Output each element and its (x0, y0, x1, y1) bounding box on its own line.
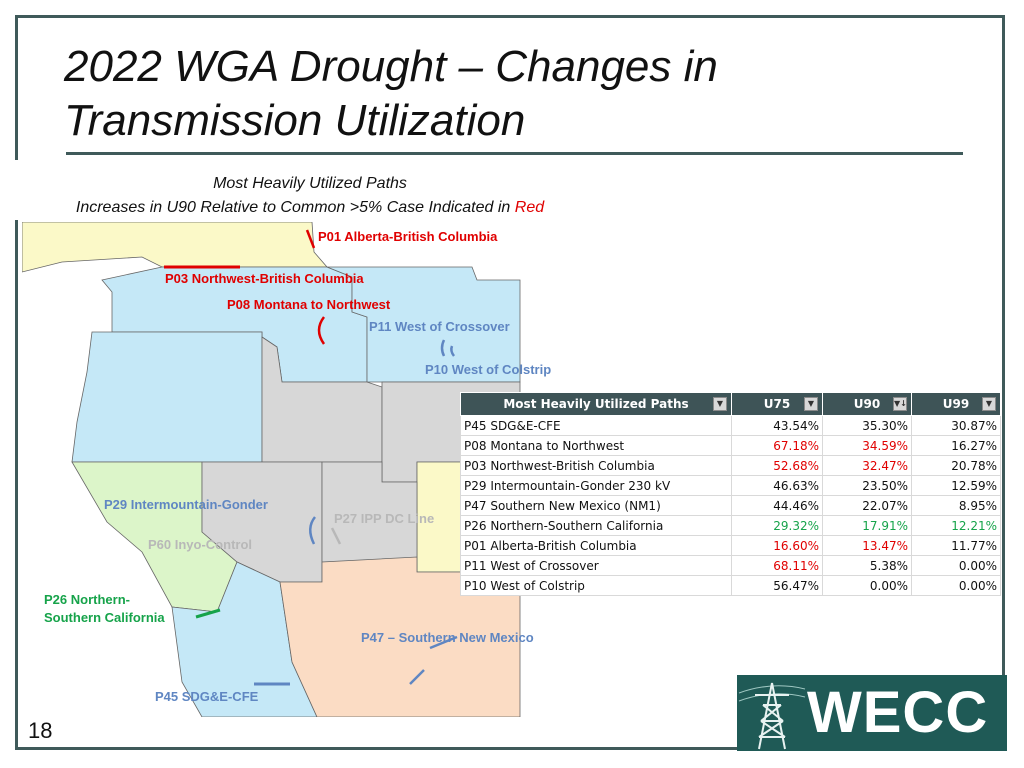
filter-dropdown-icon[interactable]: ▼ (982, 397, 996, 411)
sort-descending-icon[interactable]: ▼↓ (893, 397, 907, 411)
frame-gap (10, 160, 22, 220)
p47-path-line-1 (429, 635, 458, 650)
label-p26-line-2: Southern California (44, 610, 165, 625)
table-row: P26 Northern-Southern California 29.32% 17… (460, 515, 1001, 536)
table-header-row: Most Heavily Utilized Paths ▼ U75 ▼ U90 ▼↓ … (460, 392, 1001, 416)
label-p11: P11 West of Crossover (369, 319, 510, 334)
table-row: P03 Northwest-British Columbia 52.68% 32.4… (460, 455, 1001, 476)
header-u75: U75 ▼ (731, 392, 823, 416)
cell-u75: 29.32% (731, 515, 823, 536)
map-region-oregon (71, 331, 263, 463)
title-divider (66, 152, 963, 155)
cell-u75: 46.63% (731, 475, 823, 496)
header-u90: U90 ▼↓ (822, 392, 912, 416)
p29-path-line (309, 516, 317, 545)
cell-path: P47 Southern New Mexico (NM1) (460, 495, 732, 516)
transmission-tower-icon (738, 682, 806, 750)
cell-u75: 68.11% (731, 555, 823, 576)
subtitle-line-2-text: Increases in U90 Relative to Common >5% … (75, 199, 515, 216)
cell-u75: 52.68% (731, 455, 823, 476)
cell-u75: 16.60% (731, 535, 823, 556)
cell-u90: 32.47% (822, 455, 912, 476)
subtitle-line-2: Increases in U90 Relative to Common >5% … (0, 196, 620, 220)
cell-u90: 35.30% (822, 415, 912, 436)
cell-u90: 17.91% (822, 515, 912, 536)
cell-path: P11 West of Crossover (460, 555, 732, 576)
p47-path-line-2 (409, 669, 425, 685)
p11-path-line (440, 339, 456, 357)
cell-u99: 11.77% (911, 535, 1001, 556)
wecc-logo-text: WECC (807, 680, 989, 745)
slide-title: 2022 WGA Drought – Changes in Transmissi… (64, 42, 718, 145)
p01-path-line (305, 229, 316, 249)
label-p26: P26 Northern- Southern California (44, 591, 165, 627)
cell-path: P10 West of Colstrip (460, 575, 732, 596)
cell-u90: 0.00% (822, 575, 912, 596)
cell-u90: 34.59% (822, 435, 912, 456)
table-row: P10 West of Colstrip 56.47% 0.00% 0.00% (460, 575, 1001, 596)
cell-path: P03 Northwest-British Columbia (460, 455, 732, 476)
table-row: P45 SDG&E-CFE 43.54% 35.30% 30.87% (460, 415, 1001, 436)
p08-path-line (317, 316, 326, 345)
cell-u99: 0.00% (911, 555, 1001, 576)
cell-path: P26 Northern-Southern California (460, 515, 732, 536)
subtitle-line-1: Most Heavily Utilized Paths (213, 175, 407, 192)
label-p03: P03 Northwest-British Columbia (165, 271, 364, 286)
cell-path: P08 Montana to Northwest (460, 435, 732, 456)
label-p27: P27 IPP DC Line (334, 511, 435, 526)
table-row: P11 West of Crossover 68.11% 5.38% 0.00% (460, 555, 1001, 576)
filter-dropdown-icon[interactable]: ▼ (713, 397, 727, 411)
label-p29: P29 Intermountain-Gonder (104, 497, 268, 512)
slide-number: 18 (28, 718, 53, 743)
cell-path: P29 Intermountain-Gonder 230 kV (460, 475, 732, 496)
header-u99: U99 ▼ (911, 392, 1001, 416)
label-p26-line-1: P26 Northern- (44, 592, 130, 607)
cell-path: P45 SDG&E-CFE (460, 415, 732, 436)
header-u75-label: U75 (763, 397, 791, 411)
cell-u99: 20.78% (911, 455, 1001, 476)
map-subtitle: Most Heavily Utilized Paths Increases in… (0, 172, 620, 220)
utilization-table: Most Heavily Utilized Paths ▼ U75 ▼ U90 ▼↓ … (460, 392, 1001, 596)
table-row: P29 Intermountain-Gonder 230 kV 46.63% 23.… (460, 475, 1001, 496)
cell-u99: 16.27% (911, 435, 1001, 456)
label-p10: P10 West of Colstrip (425, 362, 552, 377)
cell-u99: 12.21% (911, 515, 1001, 536)
p27-path-line (330, 527, 342, 545)
label-p45: P45 SDG&E-CFE (155, 689, 259, 704)
label-p01: P01 Alberta-British Columbia (318, 229, 498, 244)
slide-frame (15, 15, 1005, 750)
cell-u90: 13.47% (822, 535, 912, 556)
table-row: P01 Alberta-British Columbia 16.60% 13.47%… (460, 535, 1001, 556)
wecc-logo: WECC (737, 675, 1007, 751)
header-paths: Most Heavily Utilized Paths ▼ (460, 392, 732, 416)
cell-u99: 8.95% (911, 495, 1001, 516)
cell-u75: 44.46% (731, 495, 823, 516)
cell-u99: 30.87% (911, 415, 1001, 436)
header-u99-label: U99 (942, 397, 970, 411)
cell-u99: 12.59% (911, 475, 1001, 496)
label-p60: P60 Inyo-Control (148, 537, 253, 552)
cell-u75: 43.54% (731, 415, 823, 436)
cell-u75: 67.18% (731, 435, 823, 456)
table-row: P08 Montana to Northwest 67.18% 34.59% 16.2… (460, 435, 1001, 456)
header-u90-label: U90 (853, 397, 881, 411)
cell-u99: 0.00% (911, 575, 1001, 596)
cell-u90: 5.38% (822, 555, 912, 576)
label-p47: P47 – Southern New Mexico (361, 630, 534, 645)
label-p08: P08 Montana to Northwest (227, 297, 391, 312)
subtitle-red-word: Red (514, 199, 545, 216)
header-paths-label: Most Heavily Utilized Paths (503, 397, 689, 411)
cell-path: P01 Alberta-British Columbia (460, 535, 732, 556)
filter-dropdown-icon[interactable]: ▼ (804, 397, 818, 411)
cell-u90: 23.50% (822, 475, 912, 496)
p26-path-line (195, 608, 221, 619)
cell-u90: 22.07% (822, 495, 912, 516)
cell-u75: 56.47% (731, 575, 823, 596)
table-row: P47 Southern New Mexico (NM1) 44.46% 22.07… (460, 495, 1001, 516)
